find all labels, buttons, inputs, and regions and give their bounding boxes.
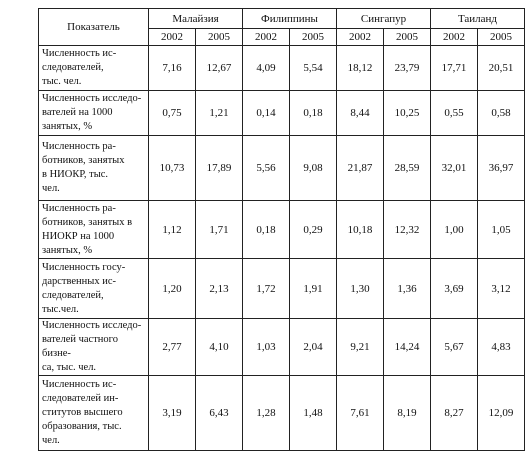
- cell-value: 0,58: [477, 90, 525, 136]
- cell-value: 1,30: [336, 258, 384, 319]
- cell-value: 1,05: [477, 200, 525, 259]
- cell-value: 4,09: [242, 45, 290, 91]
- cell-value: 8,27: [430, 375, 478, 451]
- row-label: Численность ис- следователей ин- ституто…: [38, 375, 149, 451]
- cell-value: 17,89: [195, 135, 243, 201]
- year-header: 2005: [289, 28, 337, 46]
- cell-value: 7,61: [336, 375, 384, 451]
- cell-value: 17,71: [430, 45, 478, 91]
- country-header: Сингапур: [336, 8, 431, 29]
- table-row: Численность ис- следователей ин- ституто…: [38, 375, 525, 451]
- cell-value: 7,16: [148, 45, 196, 91]
- cell-value: 1,21: [195, 90, 243, 136]
- year-header: 2002: [430, 28, 478, 46]
- cell-value: 3,12: [477, 258, 525, 319]
- table-row: Численность госу- дарственных ис- следов…: [38, 258, 525, 319]
- cell-value: 10,18: [336, 200, 384, 259]
- table-row: Численность исследо- вателей частного би…: [38, 318, 525, 376]
- cell-value: 1,48: [289, 375, 337, 451]
- row-label: Численность ис- следователей, тыс. чел.: [38, 45, 149, 91]
- year-header: 2002: [148, 28, 196, 46]
- row-label: Численность ра- ботников, занятых в НИОК…: [38, 200, 149, 259]
- cell-value: 1,28: [242, 375, 290, 451]
- cell-value: 4,10: [195, 318, 243, 376]
- cell-value: 10,73: [148, 135, 196, 201]
- data-table: Показатель Малайзия Филиппины Сингапур Таил…: [38, 8, 525, 451]
- cell-value: 12,09: [477, 375, 525, 451]
- cell-value: 12,67: [195, 45, 243, 91]
- country-header: Малайзия: [148, 8, 243, 29]
- year-header: 2002: [242, 28, 290, 46]
- table-row: Численность ра- ботников, занятых в НИОК…: [38, 135, 525, 201]
- year-header: 2005: [477, 28, 525, 46]
- cell-value: 1,03: [242, 318, 290, 376]
- cell-value: 1,20: [148, 258, 196, 319]
- cell-value: 9,21: [336, 318, 384, 376]
- year-header: 2005: [383, 28, 431, 46]
- indicator-header: Показатель: [38, 8, 149, 46]
- cell-value: 1,00: [430, 200, 478, 259]
- cell-value: 2,04: [289, 318, 337, 376]
- cell-value: 18,12: [336, 45, 384, 91]
- cell-value: 5,54: [289, 45, 337, 91]
- row-label: Численность ра- ботников, занятых в НИОК…: [38, 135, 149, 201]
- row-label: Численность госу- дарственных ис- следов…: [38, 258, 149, 319]
- cell-value: 5,56: [242, 135, 290, 201]
- cell-value: 32,01: [430, 135, 478, 201]
- cell-value: 2,13: [195, 258, 243, 319]
- country-header: Таиланд: [430, 8, 525, 29]
- cell-value: 0,18: [289, 90, 337, 136]
- cell-value: 28,59: [383, 135, 431, 201]
- cell-value: 12,32: [383, 200, 431, 259]
- cell-value: 21,87: [336, 135, 384, 201]
- cell-value: 8,44: [336, 90, 384, 136]
- cell-value: 0,55: [430, 90, 478, 136]
- cell-value: 2,77: [148, 318, 196, 376]
- table-row: Численность исследо- вателей на 1000 зан…: [38, 90, 525, 136]
- cell-value: 5,67: [430, 318, 478, 376]
- cell-value: 36,97: [477, 135, 525, 201]
- cell-value: 1,12: [148, 200, 196, 259]
- cell-value: 1,91: [289, 258, 337, 319]
- table-row: Численность ра- ботников, занятых в НИОК…: [38, 200, 525, 259]
- year-header: 2005: [195, 28, 243, 46]
- cell-value: 6,43: [195, 375, 243, 451]
- cell-value: 8,19: [383, 375, 431, 451]
- country-header: Филиппины: [242, 8, 337, 29]
- row-label: Численность исследо- вателей частного би…: [38, 318, 149, 376]
- cell-value: 0,29: [289, 200, 337, 259]
- cell-value: 0,75: [148, 90, 196, 136]
- cell-value: 9,08: [289, 135, 337, 201]
- cell-value: 20,51: [477, 45, 525, 91]
- cell-value: 1,72: [242, 258, 290, 319]
- cell-value: 1,36: [383, 258, 431, 319]
- cell-value: 4,83: [477, 318, 525, 376]
- cell-value: 10,25: [383, 90, 431, 136]
- year-header: 2002: [336, 28, 384, 46]
- table-row: Численность ис- следователей, тыс. чел. 7…: [38, 45, 525, 91]
- cell-value: 23,79: [383, 45, 431, 91]
- cell-value: 1,71: [195, 200, 243, 259]
- cell-value: 14,24: [383, 318, 431, 376]
- cell-value: 3,69: [430, 258, 478, 319]
- cell-value: 3,19: [148, 375, 196, 451]
- row-label: Численность исследо- вателей на 1000 зан…: [38, 90, 149, 136]
- cell-value: 0,18: [242, 200, 290, 259]
- cell-value: 0,14: [242, 90, 290, 136]
